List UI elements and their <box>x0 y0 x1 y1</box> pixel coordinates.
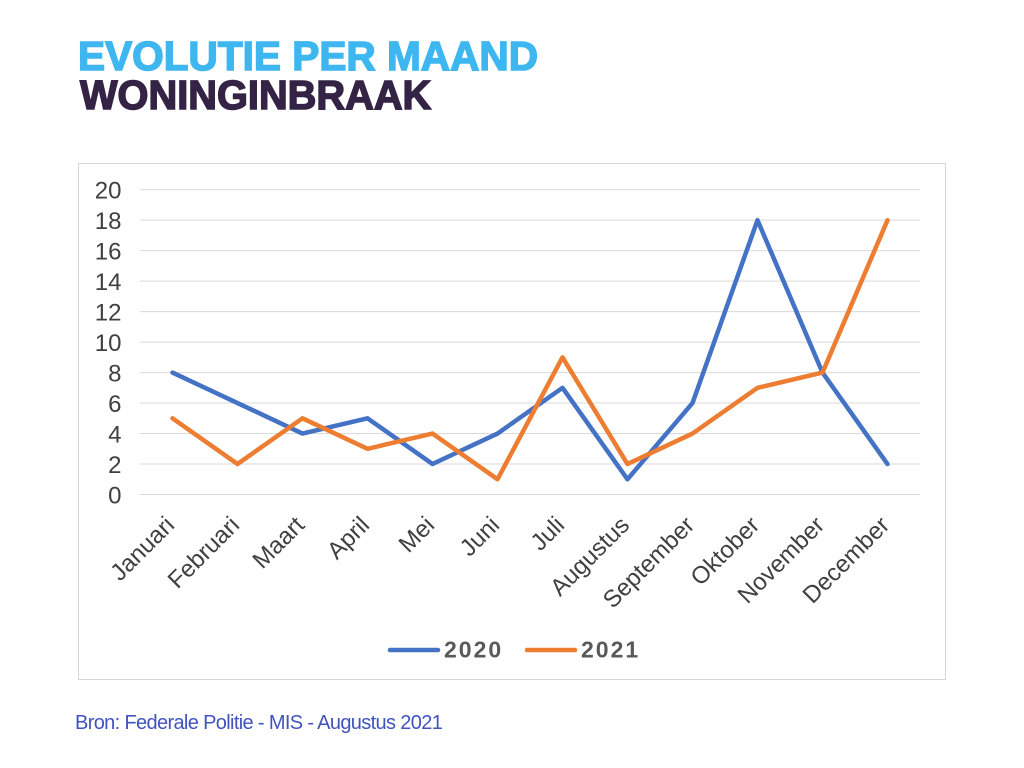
svg-text:8: 8 <box>108 361 121 388</box>
svg-text:20: 20 <box>95 178 122 205</box>
svg-text:14: 14 <box>95 269 122 296</box>
svg-text:2020: 2020 <box>444 637 503 663</box>
svg-text:2: 2 <box>108 452 121 479</box>
svg-text:4: 4 <box>108 422 121 449</box>
svg-text:Bron: Federale Politie - MIS -: Bron: Federale Politie - MIS - Augustus … <box>75 712 443 734</box>
svg-text:12: 12 <box>95 300 122 327</box>
svg-text:0: 0 <box>108 483 121 510</box>
svg-text:2021: 2021 <box>581 637 640 663</box>
svg-text:18: 18 <box>95 208 122 235</box>
svg-text:10: 10 <box>95 330 122 357</box>
svg-text:16: 16 <box>95 239 122 266</box>
svg-text:6: 6 <box>108 391 121 418</box>
